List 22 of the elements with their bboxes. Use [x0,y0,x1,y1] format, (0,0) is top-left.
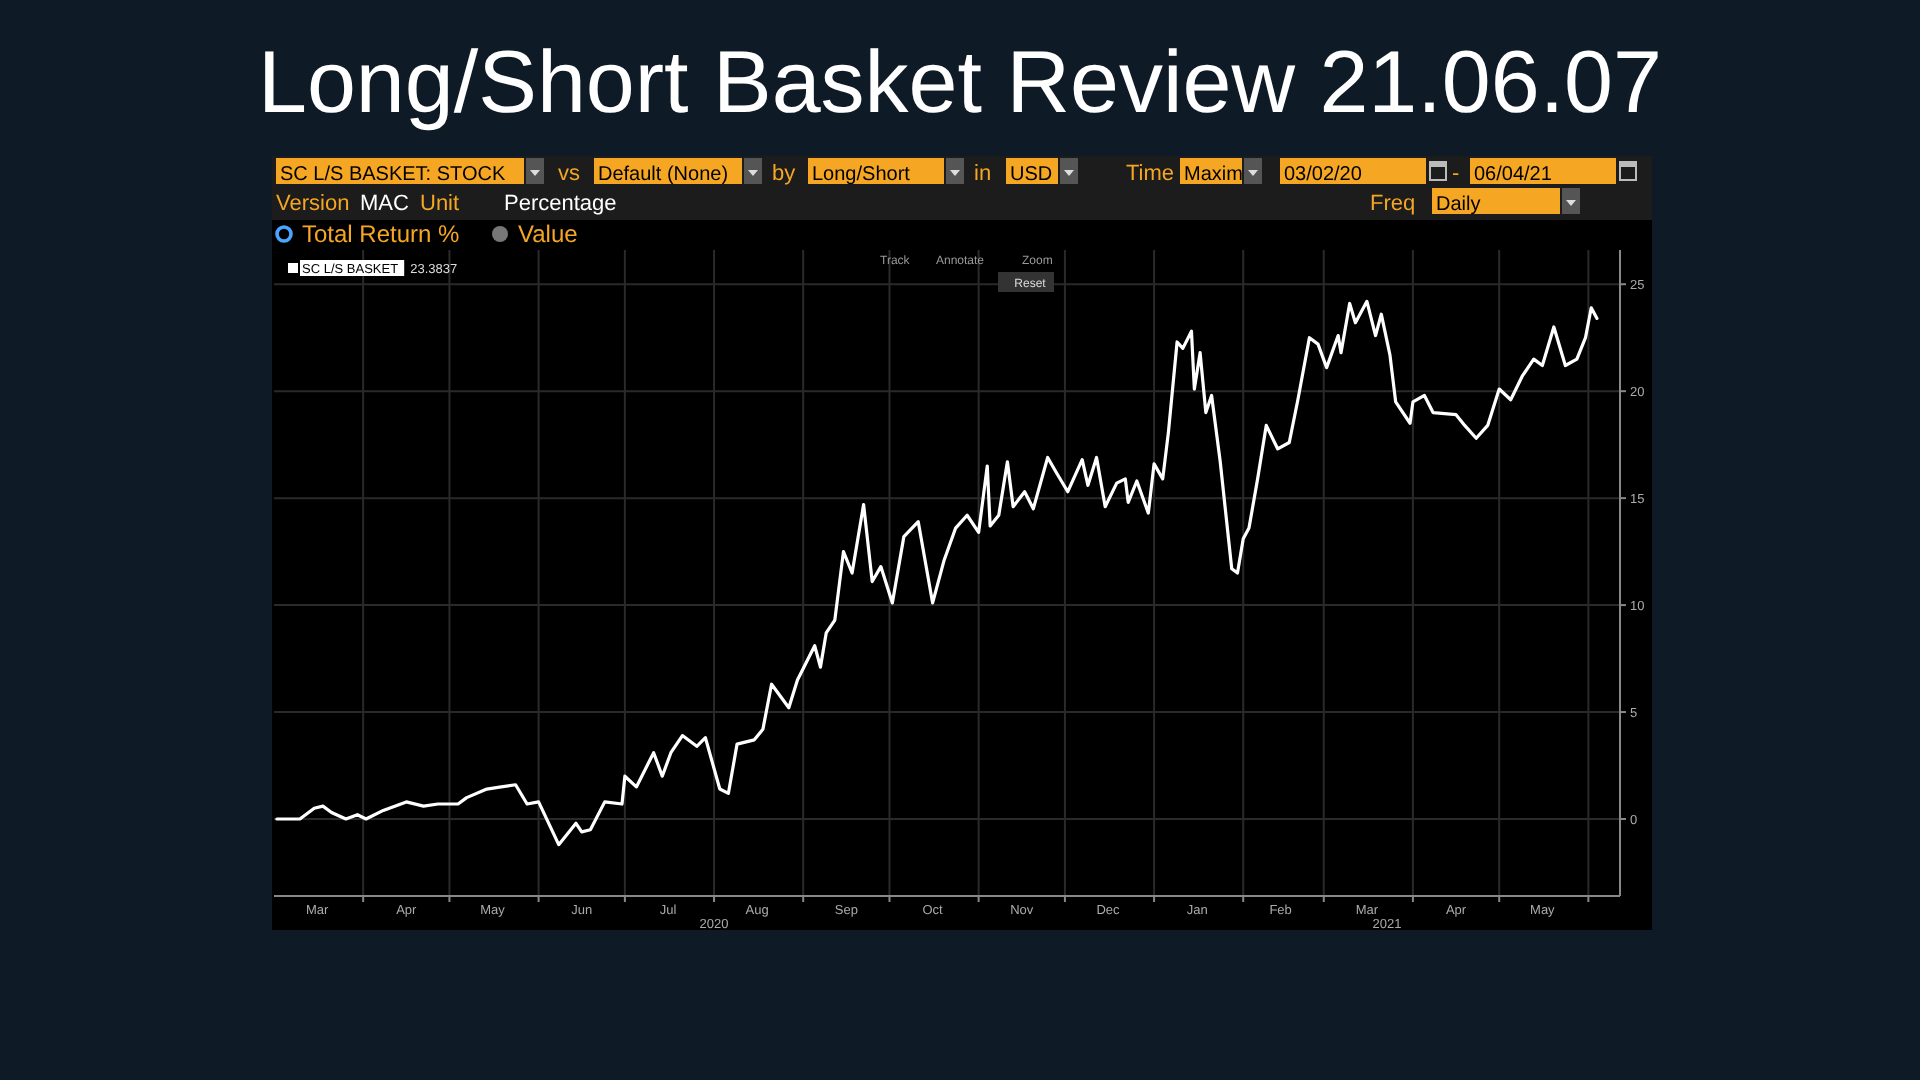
text: Maxim [1184,164,1243,186]
text: Version [276,192,350,216]
text: 06/04/21 [1474,164,1553,186]
text: MAC [360,192,409,216]
text: Total Return % [302,220,461,248]
chart-title: Long/Short Basket Review 21.06.07 [257,34,1663,132]
text: SC L/S BASKET: STOCK [280,164,506,186]
text: Freq [1370,192,1416,216]
text: Unit [420,192,460,216]
text: - [1452,162,1460,186]
line-series [275,299,1599,847]
text: Time [1126,162,1175,186]
text: USD [1010,164,1053,186]
text: in [974,162,992,186]
text: Long/Short [812,164,911,186]
text: vs [558,162,581,186]
text: Daily [1436,194,1481,216]
text: by [772,162,797,186]
text: 03/02/20 [1284,164,1363,186]
text: Percentage [504,192,617,216]
text: Default (None) [598,164,729,186]
text: Value [518,220,579,248]
